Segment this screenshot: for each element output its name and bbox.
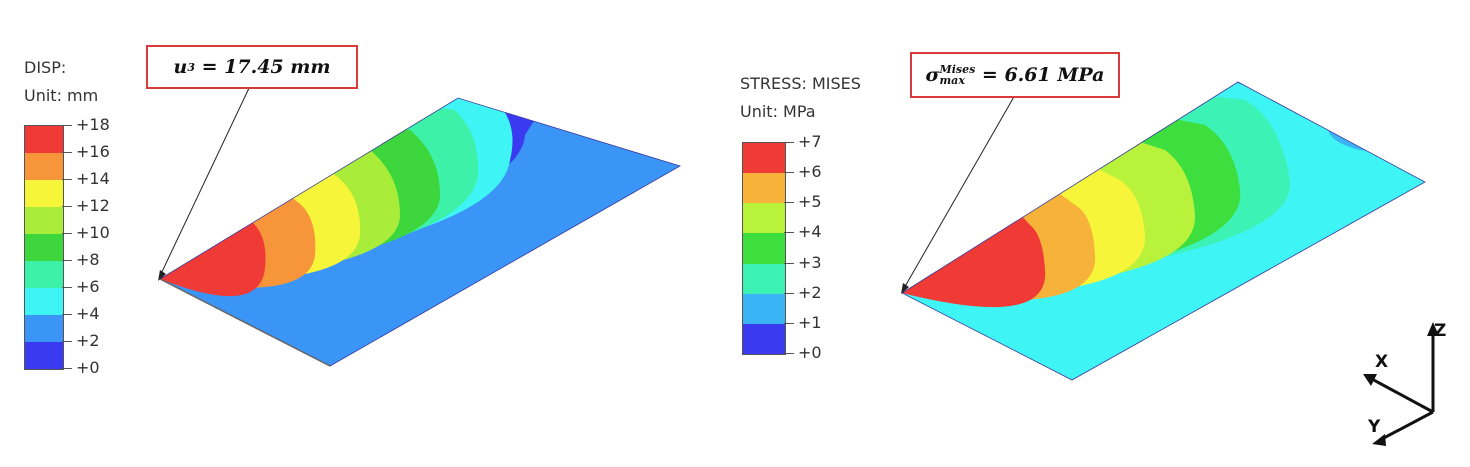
stress-color-bar: [742, 142, 786, 355]
stress-swatch: [743, 233, 785, 264]
disp-tick: [62, 341, 72, 342]
stress-superscript: Mises: [939, 63, 976, 76]
stress-tick: [784, 353, 794, 354]
stress-max-callout: σ Mises max = 6.61 MPa: [910, 52, 1120, 98]
disp-tick: [62, 206, 72, 207]
disp-legend-title: DISP:: [24, 58, 67, 77]
disp-tick: [62, 152, 72, 153]
stress-subscript: max: [939, 74, 965, 87]
stress-tick: [784, 292, 794, 294]
disp-tick-label: +18: [76, 115, 110, 134]
disp-tick-label: +14: [76, 169, 110, 188]
disp-tick: [62, 314, 72, 315]
disp-swatch: [25, 342, 63, 369]
disp-swatch: [25, 261, 63, 288]
disp-tick-label: +8: [76, 250, 100, 269]
disp-swatch: [25, 207, 63, 234]
disp-color-bar: [24, 125, 64, 370]
stress-value: = 6.61 MPa: [981, 64, 1105, 86]
disp-value: = 17.45 mm: [201, 56, 331, 78]
disp-swatch: [25, 288, 63, 315]
stress-tick: [784, 322, 794, 324]
stress-tick-label: +2: [798, 282, 822, 302]
stress-swatch: [743, 143, 785, 174]
y-axis-label: Y: [1367, 417, 1381, 437]
disp-tick-label: +6: [76, 277, 100, 296]
stress-swatch: [743, 263, 785, 294]
stress-tick: [784, 232, 794, 234]
disp-tick-label: +4: [76, 304, 100, 323]
stress-legend-unit: Unit: MPa: [740, 102, 816, 121]
stress-leader-line: [902, 94, 1016, 291]
displacement-contour: [160, 98, 680, 366]
stress-tick-label: +7: [798, 132, 822, 151]
stress-swatch: [743, 293, 785, 324]
disp-tick-label: +16: [76, 142, 110, 161]
stress-symbol: σ: [925, 64, 940, 86]
disp-swatch: [25, 315, 63, 342]
disp-legend-unit: Unit: mm: [24, 86, 99, 105]
disp-tick: [62, 179, 72, 180]
disp-tick-label: +2: [76, 331, 100, 350]
stress-tick: [784, 202, 794, 204]
stress-swatch: [743, 203, 785, 234]
disp-tick: [62, 368, 72, 369]
stress-tick: [784, 142, 794, 143]
stress-tick-label: +4: [798, 222, 822, 242]
stress-contour: [902, 82, 1425, 380]
stress-tick-label: +3: [798, 252, 822, 272]
stress-tick-label: +5: [798, 192, 822, 212]
disp-tick-label: +12: [76, 196, 110, 215]
disp-tick: [62, 233, 72, 234]
disp-tick-label: +0: [76, 358, 100, 377]
stress-tick-label: +0: [798, 343, 822, 362]
disp-swatch: [25, 234, 63, 261]
stress-tick: [784, 172, 794, 174]
disp-swatch: [25, 126, 63, 153]
z-axis-label: Z: [1434, 321, 1446, 341]
stress-swatch: [743, 173, 785, 204]
disp-tick-label: +10: [76, 223, 110, 242]
disp-tick: [62, 260, 72, 261]
disp-swatch: [25, 153, 63, 180]
stress-tick: [784, 262, 794, 264]
disp-subscript: 3: [187, 60, 195, 74]
disp-symbol: u: [173, 56, 188, 78]
stress-tick-label: +1: [798, 312, 822, 332]
disp-leader-line: [159, 85, 251, 277]
disp-swatch: [25, 180, 63, 207]
x-axis-label: X: [1375, 352, 1388, 372]
disp-tick: [62, 125, 72, 126]
stress-tick-label: +6: [798, 162, 822, 182]
axis-triad: Z X Y: [1363, 321, 1446, 446]
stress-legend-title: STRESS: MISES: [740, 74, 861, 93]
stress-swatch: [743, 323, 785, 354]
disp-tick: [62, 287, 72, 288]
